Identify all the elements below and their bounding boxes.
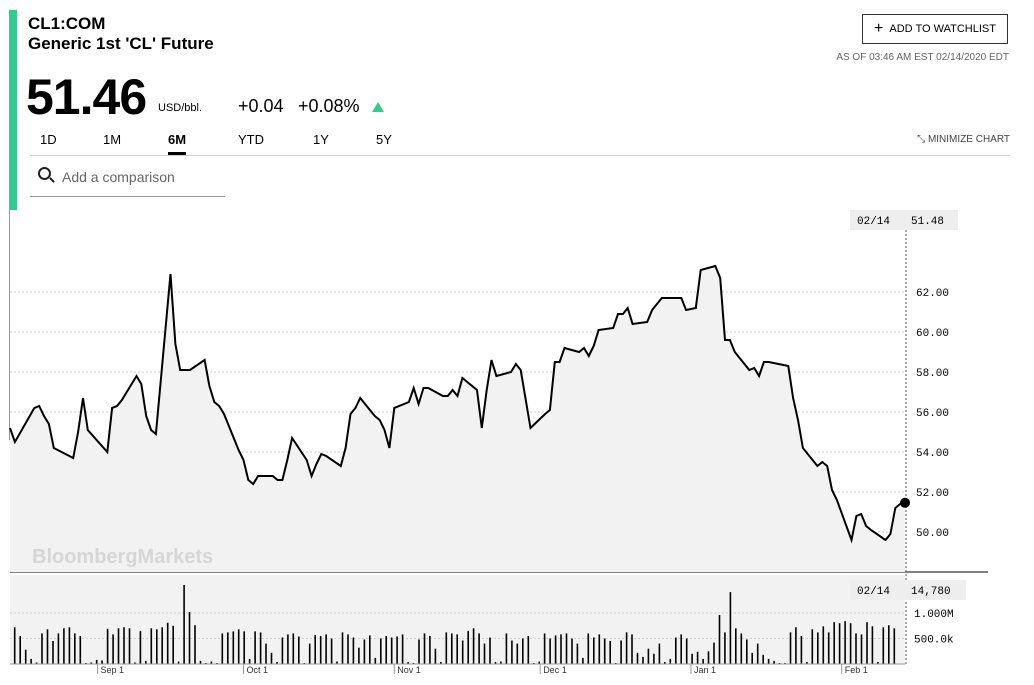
price-tick-label: 52.00 [916, 488, 949, 500]
tab-1y[interactable]: 1Y [313, 132, 329, 147]
tab-ytd[interactable]: YTD [238, 132, 264, 147]
last-price: 51.46 [26, 69, 147, 125]
tab-6m[interactable]: 6M [168, 132, 187, 155]
price-unit: USD/bbl. [158, 102, 203, 114]
comparison-search [30, 160, 225, 197]
bloomberg-watermark: BloombergMarkets [32, 546, 213, 568]
tab-1d[interactable]: 1D [40, 132, 57, 147]
tab-5y[interactable]: 5Y [376, 132, 392, 147]
add-to-watchlist-button[interactable]: + ADD TO WATCHLIST [862, 14, 1008, 44]
minimize-chart-label: MINIMIZE CHART [927, 134, 1010, 145]
volume-readout-value: 14,780 [911, 586, 951, 598]
range-tabs: 1D 1M 6M YTD 1Y 5Y ⤡ MINIMIZE CHART [30, 128, 1010, 156]
price-change: +0.04 [238, 96, 284, 116]
add-to-watchlist-label: ADD TO WATCHLIST [889, 23, 996, 35]
x-tick-label: Dec 1 [543, 665, 567, 675]
price-line [9, 264, 906, 544]
security-name: Generic 1st 'CL' Future [28, 34, 214, 53]
volume-readout-date: 02/14 [857, 586, 890, 598]
search-input[interactable] [60, 164, 224, 190]
price-tick-label: 54.00 [916, 448, 949, 460]
price-readout-date: 02/14 [857, 216, 890, 228]
as-of-timestamp: AS OF 03:46 AM EST 02/14/2020 EDT [836, 52, 1009, 63]
volume-tick-label: 1.000M [914, 609, 954, 621]
x-tick-label: Jan 1 [694, 665, 716, 675]
tab-1m[interactable]: 1M [103, 132, 122, 147]
minimize-chart-button[interactable]: ⤡ MINIMIZE CHART [917, 134, 1010, 145]
price-readout-box [850, 210, 958, 230]
price-tick-label: 58.00 [916, 368, 949, 380]
up-arrow-icon [372, 102, 384, 112]
x-tick-label: Sep 1 [101, 665, 125, 675]
price-change-percent: +0.08% [298, 96, 360, 116]
price-tick-label: 56.00 [916, 408, 949, 420]
search-icon [38, 167, 51, 180]
price-tick-label: 60.00 [916, 328, 949, 340]
last-price-marker [900, 497, 910, 508]
price-tick-label: 50.00 [916, 528, 949, 540]
x-tick-label: Feb 1 [845, 665, 868, 675]
price-tick-label: 62.00 [916, 288, 949, 300]
volume-readout-box [850, 580, 966, 600]
price-area [10, 266, 905, 572]
plus-icon: + [874, 20, 884, 37]
price-readout-value: 51.48 [911, 216, 944, 228]
x-tick-label: Oct 1 [246, 665, 268, 675]
x-tick-label: Nov 1 [397, 665, 421, 675]
ticker-symbol: CL1:COM [28, 14, 106, 33]
volume-tick-label: 500.0k [914, 635, 954, 647]
minimize-icon: ⤡ [917, 134, 928, 145]
